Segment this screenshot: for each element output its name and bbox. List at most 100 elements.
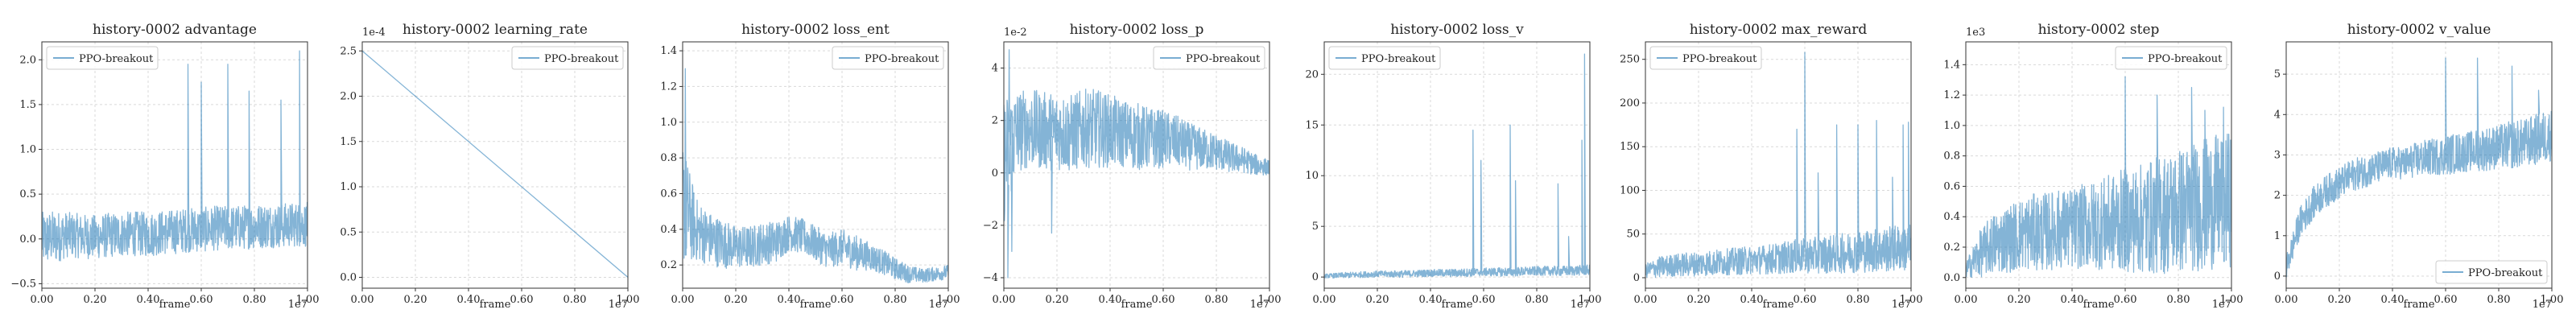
x-tick-label: 0.40 [1419,294,1443,306]
x-scale-label: 1e7 [2533,299,2552,311]
y-tick-label: 200 [1620,97,1640,109]
x-tick-label: 0.80 [564,294,587,306]
x-tick-label: 0.00 [993,294,1016,306]
legend-label: PPO-breakout [2148,53,2223,65]
y-tick-label: 250 [1620,54,1640,66]
y-tick-label: 0.4 [660,224,677,236]
chart-title: history-0002 advantage [93,22,257,38]
x-tick-label: 0.00 [2275,294,2298,306]
axes-frame [1645,41,1912,289]
series-group [362,50,628,278]
x-tick-label: 0.80 [1205,294,1228,306]
series-group [42,50,308,262]
legend-box [832,46,944,70]
x-tick-label: 0.20 [1687,294,1711,306]
x-tick-label: 0.60 [2114,294,2137,306]
axes-frame [2285,41,2553,289]
series-line [1966,76,2231,279]
x-scale-label: 1e7 [929,299,948,311]
x-tick-label: 0.80 [2167,294,2190,306]
y-tick-label: 0.5 [340,226,357,238]
axes-frame [1323,41,1591,289]
legend: PPO-breakout [832,46,944,70]
x-tick-label: 0.60 [1794,294,1817,306]
x-tick-label: 0.40 [1740,294,1764,306]
y-tick-label: 100 [1620,184,1640,196]
series-group [2286,57,2552,278]
y-tick-label: 0.2 [1943,242,1960,254]
x-tick-label: 0.80 [2487,294,2511,306]
x-tick-label: 0.60 [1472,294,1496,306]
legend: PPO-breakout [1328,46,1441,70]
x-tick-label: 0.60 [510,294,534,306]
x-tick-label: 0.00 [1313,294,1336,306]
y-tick-label: 0 [1633,272,1640,284]
x-tick-label: 0.00 [671,294,695,306]
y-tick-label: 0.5 [19,188,36,200]
y-tick-label: 1.0 [660,117,677,129]
x-tick-label: 0.60 [1152,294,1175,306]
y-tick-label: 0.2 [660,259,677,271]
x-tick-label: 0.00 [351,294,374,306]
x-tick-label: 0.80 [884,294,907,306]
chart-panel: 0.00 0.20 0.40 0.60 0.80 1.00 0 50 100 150 200 250 h… [1620,22,1922,311]
y-tick-label: 1.0 [19,144,36,156]
x-axis-label: frame [2083,299,2115,311]
y-tick-label: 2.0 [19,54,36,66]
x-tick-label: 0.20 [84,294,107,306]
chart-panel: 0.00 0.20 0.40 0.60 0.80 1.00 0.0 0.2 0.4 0.6 0.8 1… [1943,22,2243,311]
x-tick-label: 1.00 [1579,294,1602,306]
legend-label: PPO-breakout [79,53,154,65]
chart-panel: 0.00 0.20 0.40 0.60 0.80 1.00 0.0 0.5 1.0 1.5 2.0 2… [340,22,639,311]
x-tick-label: 0.20 [404,294,427,306]
x-axis-label: frame [1763,299,1794,311]
chart-title: history-0002 max_reward [1690,22,1868,38]
y-tick-label: −2 [983,220,998,232]
y-tick-label: 1.0 [340,181,357,193]
y-tick-label: 20 [1305,68,1319,80]
x-tick-label: 0.40 [778,294,801,306]
y-tick-label: 0 [992,167,998,180]
x-tick-label: 0.40 [1099,294,1122,306]
series-line [1645,52,1911,279]
legend-label: PPO-breakout [544,53,619,65]
y-tick-label: 4 [992,63,998,75]
chart-title: history-0002 learning_rate [402,22,588,38]
y-tick-label: 10 [1305,170,1319,182]
x-tick-label: 0.20 [2008,294,2031,306]
y-tick-label: 2.5 [340,45,357,57]
y-tick-label: 1.4 [1943,59,1960,71]
x-tick-label: 0.00 [1955,294,1978,306]
x-scale-label: 1e7 [2212,299,2231,311]
x-scale-label: 1e7 [288,299,308,311]
y-tick-label: 1.4 [660,45,677,57]
axes-frame [1003,41,1270,289]
x-tick-label: 1.00 [937,294,960,306]
legend-box [46,46,159,70]
y-tick-label: 0.4 [1943,211,1960,223]
y-tick-label: 0.0 [340,272,357,284]
series-line [2286,57,2552,278]
series-group [1004,49,1269,279]
legend: PPO-breakout [1153,46,1265,70]
x-tick-label: 1.00 [2541,294,2564,306]
chart-panel: 0.00 0.20 0.40 0.60 0.80 1.00 −0.5 0.0 0.5 1.0 1.5… [10,22,319,311]
x-axis-label: frame [480,299,511,311]
y-tick-label: 0.8 [660,152,677,164]
y-tick-label: 2.0 [340,91,357,103]
x-scale-label: 1e7 [1571,299,1590,311]
chart-title: history-0002 loss_v [1390,22,1524,38]
y-tick-label: 1.5 [19,99,36,111]
y-tick-label: −4 [983,272,998,284]
y-tick-label: 2 [2274,190,2281,202]
y-tick-label: 5 [1312,221,1319,233]
y-tick-label: 0 [2274,270,2281,283]
x-tick-label: 0.60 [2434,294,2458,306]
y-tick-label: 3 [2274,149,2281,161]
axes-frame [1965,41,2232,289]
legend-box [511,46,624,70]
x-tick-label: 1.00 [1900,294,1923,306]
chart-title: history-0002 loss_p [1070,22,1204,38]
x-tick-label: 0.00 [31,294,54,306]
